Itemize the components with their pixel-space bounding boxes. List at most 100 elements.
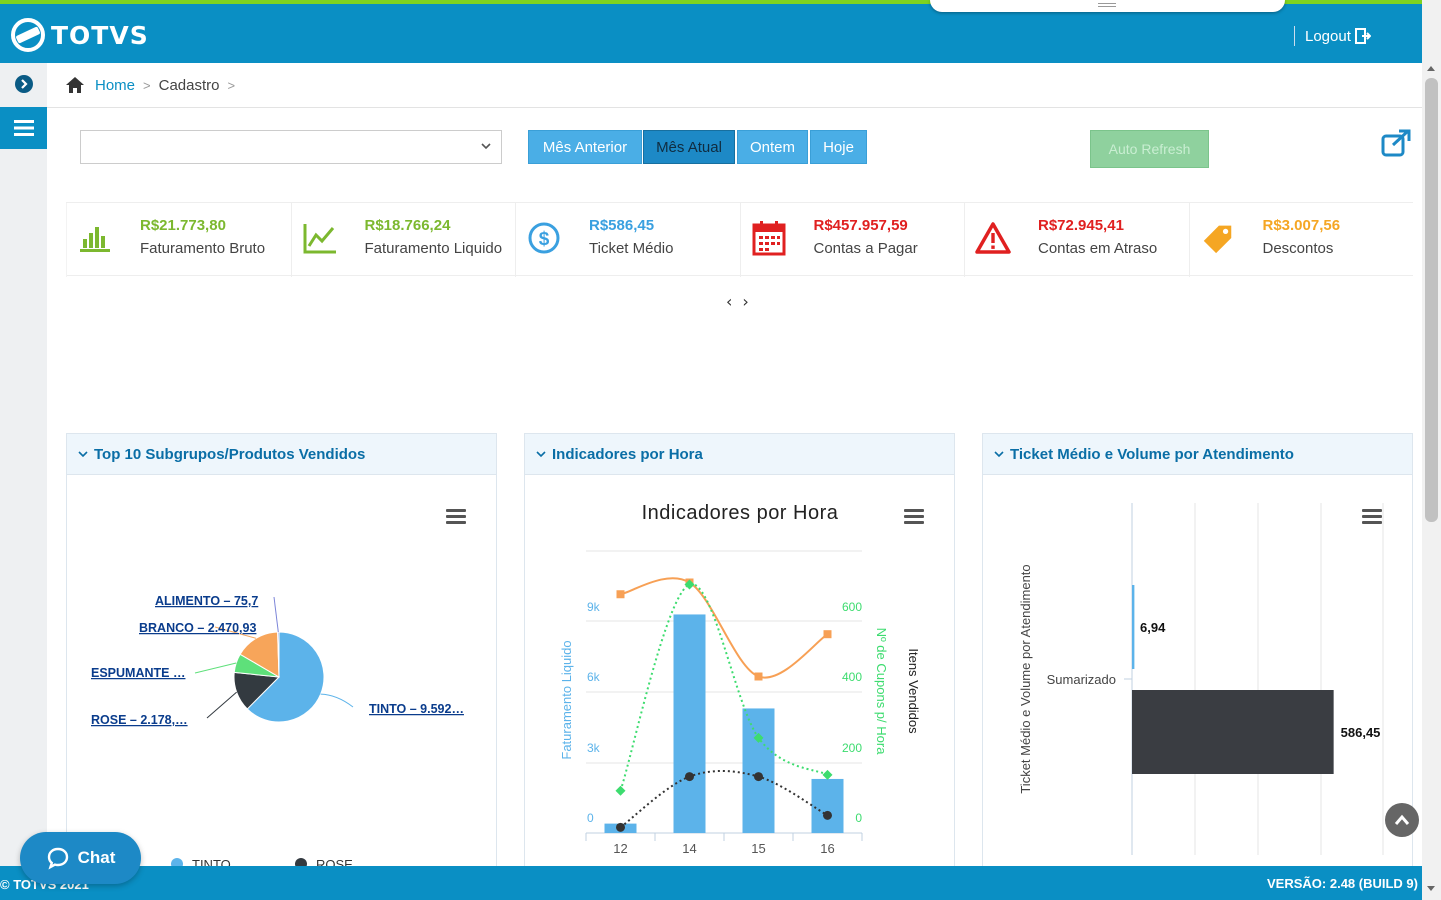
- pie-data-label: ESPUMANTE …: [91, 666, 185, 680]
- y-right-tick: 200: [842, 741, 862, 755]
- brand-logo[interactable]: TOTVS: [11, 18, 149, 52]
- chart-menu-icon[interactable]: [1362, 509, 1382, 525]
- kpi-value: R$3.007,56: [1262, 217, 1341, 234]
- kpi-label: Descontos: [1262, 240, 1334, 257]
- page-scrollbar[interactable]: [1422, 0, 1441, 900]
- chevron-down-icon: [536, 451, 546, 458]
- pull-down-tab[interactable]: [930, 0, 1285, 12]
- tag-icon: [1200, 220, 1236, 256]
- y-category-label: Sumarizado: [1047, 672, 1116, 687]
- chevron-down-icon: [78, 451, 88, 458]
- line-marker: [823, 810, 832, 820]
- scrollbar-thumb[interactable]: [1425, 78, 1438, 522]
- data-label: 586,45: [1341, 725, 1381, 740]
- x-tick-label: 16: [820, 841, 834, 856]
- chat-button[interactable]: Chat: [20, 832, 141, 884]
- y-left-axis-label: Faturamento Liquido: [559, 640, 574, 759]
- panel-title: Top 10 Subgrupos/Produtos Vendidos: [94, 445, 366, 463]
- pie-data-label: ALIMENTO – 75,7: [155, 594, 258, 608]
- panel-header[interactable]: Ticket Médio e Volume por Atendimento: [983, 434, 1412, 475]
- home-icon[interactable]: [65, 76, 85, 94]
- line-marker: [822, 769, 833, 780]
- hamburger-icon: [13, 120, 34, 136]
- bar: [1132, 585, 1135, 669]
- x-tick-label: 12: [613, 841, 627, 856]
- axis-label: Ticket Médio e Volume por Atendimento: [1018, 564, 1033, 793]
- top-accent-line: [0, 0, 1422, 4]
- brand-name: TOTVS: [51, 20, 149, 50]
- chart-menu-icon[interactable]: [904, 509, 924, 525]
- scroll-up-arrow-icon[interactable]: [1427, 66, 1435, 71]
- x-tick-label: 15: [751, 841, 765, 856]
- scroll-down-arrow-icon[interactable]: [1427, 886, 1435, 891]
- logout-icon: [1354, 28, 1371, 44]
- external-link-icon[interactable]: [1380, 128, 1412, 158]
- app-header: TOTVS Logout: [0, 4, 1422, 63]
- series-line-itens: [620, 577, 829, 679]
- period-button-label: Mês Atual: [656, 138, 722, 156]
- kpi-value: R$586,45: [589, 217, 655, 234]
- period-button-yesterday[interactable]: Ontem: [737, 130, 808, 164]
- y-left-tick: 9k: [587, 600, 601, 614]
- left-rail: [0, 63, 47, 873]
- pie-chart: TINTO – 9.592… ROSE – 2.178,… ESPUMANTE … B…: [91, 594, 464, 872]
- panel-header[interactable]: Indicadores por Hora: [525, 434, 954, 475]
- y-left-tick: 3k: [587, 741, 601, 755]
- kpi-label: Contas em Atraso: [1038, 240, 1158, 257]
- kpi-value: R$457.957,59: [813, 217, 908, 234]
- pie-connector: [206, 691, 237, 719]
- kpi-strip: R$21.773,80 Faturamento Bruto R$18.766,2…: [66, 202, 1414, 277]
- chevron-right-icon[interactable]: ›: [742, 292, 759, 311]
- panel-title: Ticket Médio e Volume por Atendimento: [1010, 445, 1294, 463]
- breadcrumb-home-link[interactable]: Home: [95, 76, 136, 94]
- y-right-tick: 0: [855, 811, 862, 825]
- logout-link[interactable]: Logout: [1294, 26, 1371, 46]
- data-label: 6,94: [1140, 620, 1166, 635]
- sidebar-expand-button[interactable]: [0, 63, 47, 105]
- line-marker: [753, 732, 764, 743]
- chevron-left-icon[interactable]: ‹: [726, 292, 743, 311]
- pie-data-label: TINTO – 9.592…: [369, 702, 464, 716]
- pie-slice: [239, 631, 280, 678]
- kpi-card: R$3.007,56 Descontos: [1188, 203, 1414, 277]
- kpi-card: R$457.957,59 Contas a Pagar: [739, 203, 965, 277]
- bar-chart-icon: [77, 220, 113, 256]
- kpi-label: Ticket Médio: [589, 240, 674, 257]
- line-marker: [616, 822, 625, 832]
- grip-icon: [1098, 3, 1116, 7]
- kpi-label: Faturamento Bruto: [140, 240, 266, 257]
- period-button-label: Mês Anterior: [542, 138, 628, 156]
- period-button-previous-month[interactable]: Mês Anterior: [528, 130, 642, 164]
- period-button-label: Hoje: [823, 138, 854, 156]
- breadcrumb-separator-icon: >: [227, 77, 236, 93]
- y-right2-axis-label: Itens Vendidos: [906, 648, 921, 734]
- dollar-icon: $: [526, 220, 562, 256]
- period-button-today[interactable]: Hoje: [810, 130, 867, 164]
- pie-connector: [214, 626, 257, 639]
- pie-connector: [273, 596, 279, 633]
- kpi-label: Faturamento Liquido: [364, 240, 503, 257]
- panel-title: Indicadores por Hora: [552, 445, 703, 463]
- svg-text:$: $: [539, 229, 550, 250]
- x-tick-label: 14: [682, 841, 696, 856]
- chart-menu-icon[interactable]: [446, 509, 466, 525]
- panel-top10: Top 10 Subgrupos/Produtos Vendidos TINTO…: [66, 433, 497, 873]
- line-marker: [616, 590, 625, 599]
- menu-toggle-button[interactable]: [0, 107, 47, 149]
- breadcrumb-separator-icon: >: [143, 77, 151, 93]
- panel-header[interactable]: Top 10 Subgrupos/Produtos Vendidos: [67, 434, 496, 475]
- scroll-to-top-button[interactable]: [1385, 803, 1419, 837]
- period-button-current-month[interactable]: Mês Atual: [643, 130, 735, 164]
- kpi-value: R$18.766,24: [364, 217, 451, 234]
- kpi-value: R$21.773,80: [140, 217, 226, 234]
- y-right-tick: 400: [842, 670, 862, 684]
- kpi-value: R$72.945,41: [1038, 217, 1124, 234]
- line-marker: [754, 772, 763, 782]
- kpi-card: R$18.766,24 Faturamento Liquido: [290, 203, 516, 277]
- app-footer: © TOTVS 2021 VERSÃO: 2.48 (BUILD 9): [0, 866, 1422, 900]
- totvs-logo-icon: [11, 18, 45, 52]
- chevron-down-icon: [481, 143, 491, 150]
- auto-refresh-button[interactable]: Auto Refresh: [1090, 130, 1209, 168]
- calendar-icon: [751, 220, 787, 256]
- store-select[interactable]: [80, 130, 502, 164]
